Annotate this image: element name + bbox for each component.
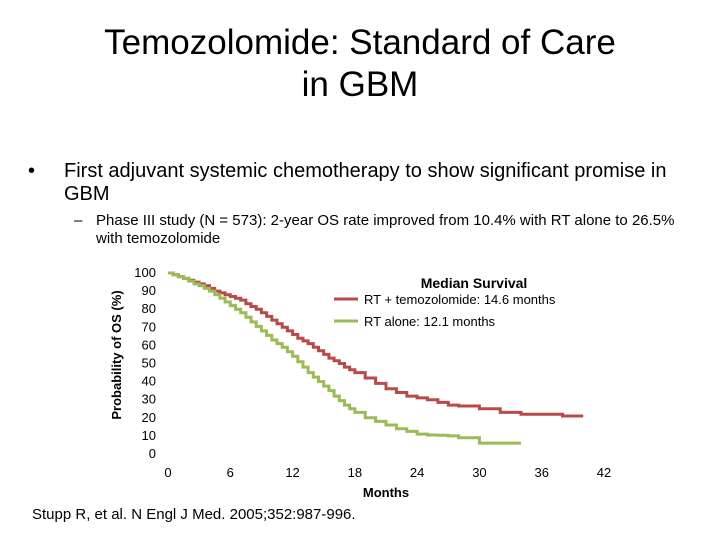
main-bullet-text: First adjuvant systemic chemotherapy to …	[64, 160, 667, 205]
y-axis-label: Probability of OS (%)	[109, 290, 124, 419]
y-tick-label: 100	[134, 265, 156, 280]
y-tick-label: 20	[142, 410, 156, 425]
y-tick-label: 0	[149, 446, 156, 461]
x-tick-label: 24	[410, 465, 424, 480]
x-axis: 0 6 12 18 24 30 36 42	[164, 465, 611, 480]
legend-entry: RT + temozolomide: 14.6 months	[364, 292, 556, 307]
sub-bullet-marker: –	[74, 212, 83, 229]
series-line-rt-temozolomide	[168, 271, 584, 418]
y-tick-label: 60	[142, 337, 156, 352]
legend: Median Survival RT + temozolomide: 14.6 …	[334, 275, 556, 329]
slide-title-line-2: in GBM	[301, 65, 419, 104]
bullet-marker: •	[28, 160, 36, 182]
sub-bullet-text: Phase III study (N = 573): 2-year OS rat…	[96, 212, 675, 247]
main-bullet: • First adjuvant systemic chemotherapy t…	[28, 160, 698, 206]
x-tick-label: 0	[164, 465, 171, 480]
x-tick-label: 12	[285, 465, 299, 480]
citation-source: Stupp R, et al. N Engl J Med	[32, 506, 222, 523]
slide-title: Temozolomide: Standard of Care in GBM	[0, 22, 720, 106]
x-axis-label: Months	[363, 485, 409, 500]
y-tick-label: 80	[142, 301, 156, 316]
x-tick-label: 30	[472, 465, 486, 480]
x-tick-label: 42	[597, 465, 611, 480]
sub-bullet: – Phase III study (N = 573): 2-year OS r…	[74, 212, 694, 248]
y-tick-label: 70	[142, 319, 156, 334]
series-line-rt-alone	[168, 271, 521, 445]
x-tick-label: 36	[534, 465, 548, 480]
x-tick-label: 18	[348, 465, 362, 480]
y-tick-label: 40	[142, 374, 156, 389]
citation: Stupp R, et al. N Engl J Med. 2005;352:9…	[32, 506, 356, 524]
citation-details: . 2005;352:987-996.	[221, 506, 356, 523]
x-tick-label: 6	[227, 465, 234, 480]
y-tick-label: 50	[142, 356, 156, 371]
legend-entry: RT alone: 12.1 months	[364, 314, 496, 329]
legend-title: Median Survival	[421, 275, 528, 291]
y-tick-label: 10	[142, 428, 156, 443]
y-tick-label: 30	[142, 392, 156, 407]
y-tick-label: 90	[142, 283, 156, 298]
slide-title-line-1: Temozolomide: Standard of Care	[104, 23, 616, 62]
series-lines	[168, 271, 584, 445]
